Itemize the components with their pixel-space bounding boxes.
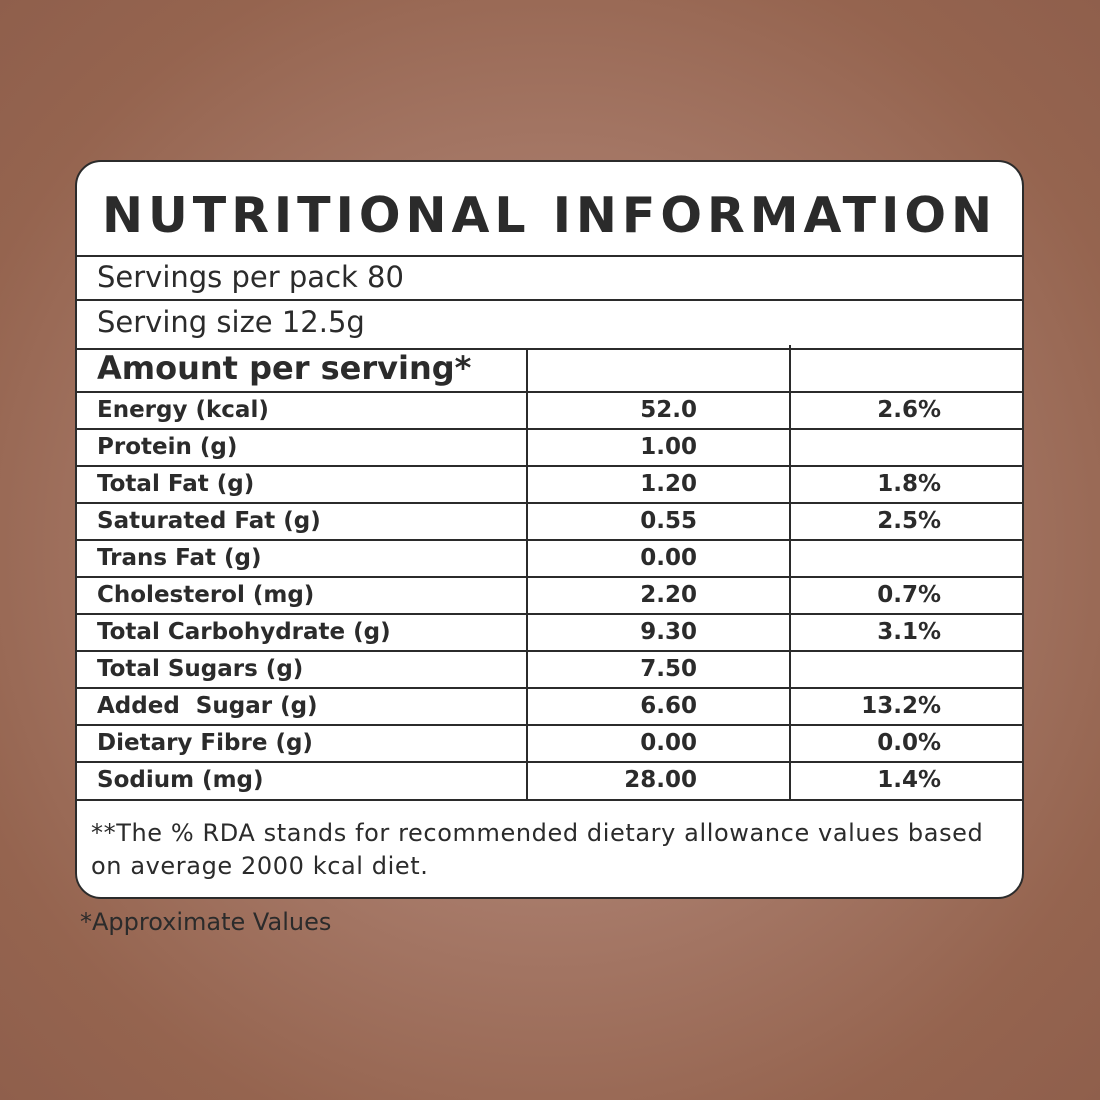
table-row: Total Fat (g) 1.20 1.8% bbox=[77, 466, 1022, 503]
nutrient-name: Cholesterol (mg) bbox=[97, 582, 315, 608]
table-row: Dietary Fibre (g) 0.00 0.0% bbox=[77, 725, 1022, 762]
row-divider bbox=[77, 539, 1022, 541]
row-divider bbox=[77, 724, 1022, 726]
table-row: Saturated Fat (g) 0.55 2.5% bbox=[77, 503, 1022, 540]
nutrient-amount: 2.20 bbox=[640, 582, 697, 608]
column-divider-amount bbox=[526, 349, 528, 800]
nutrient-rda: 3.1% bbox=[877, 619, 941, 645]
table-row: Energy (kcal) 52.0 2.6% bbox=[77, 392, 1022, 429]
nutrient-amount: 0.55 bbox=[640, 508, 697, 534]
row-divider bbox=[77, 465, 1022, 467]
table-row: Total Carbohydrate (g) 9.30 3.1% bbox=[77, 614, 1022, 651]
divider bbox=[77, 391, 1022, 393]
nutrient-amount: 6.60 bbox=[640, 693, 697, 719]
nutrient-rda: 2.6% bbox=[877, 397, 941, 423]
table-row: Total Sugars (g) 7.50 bbox=[77, 651, 1022, 688]
row-divider bbox=[77, 576, 1022, 578]
table-row: Trans Fat (g) 0.00 bbox=[77, 540, 1022, 577]
nutrient-amount: 1.00 bbox=[640, 434, 697, 460]
nutrient-amount: 9.30 bbox=[640, 619, 697, 645]
row-divider bbox=[77, 761, 1022, 763]
divider bbox=[77, 255, 1022, 257]
nutrient-rda: 2.5% bbox=[877, 508, 941, 534]
nutrient-name: Energy (kcal) bbox=[97, 397, 269, 423]
row-divider bbox=[77, 502, 1022, 504]
table-row: Protein (g) 1.00 bbox=[77, 429, 1022, 466]
divider bbox=[77, 299, 1022, 301]
nutrient-amount: 0.00 bbox=[640, 545, 697, 571]
nutrient-amount: 52.0 bbox=[640, 397, 697, 423]
divider bbox=[77, 348, 1022, 350]
row-divider bbox=[77, 613, 1022, 615]
nutrient-rda: 1.4% bbox=[877, 767, 941, 793]
nutrition-panel: NUTRITIONAL INFORMATION Servings per pac… bbox=[75, 160, 1024, 899]
approximate-values-note: *Approximate Values bbox=[80, 908, 332, 936]
nutrient-amount: 28.00 bbox=[624, 767, 697, 793]
table-row: Sodium (mg) 28.00 1.4% bbox=[77, 762, 1022, 799]
table-row: Cholesterol (mg) 2.20 0.7% bbox=[77, 577, 1022, 614]
rda-footnote: **The % RDA stands for recommended dieta… bbox=[91, 819, 984, 880]
nutrient-name: Added Sugar (g) bbox=[97, 693, 318, 719]
nutrient-amount: 0.00 bbox=[640, 730, 697, 756]
nutrient-rda: 13.2% bbox=[861, 693, 941, 719]
nutrient-amount: 1.20 bbox=[640, 471, 697, 497]
nutrient-name: Dietary Fibre (g) bbox=[97, 730, 313, 756]
nutrient-name: Trans Fat (g) bbox=[97, 545, 262, 571]
column-divider-rda bbox=[789, 345, 791, 800]
nutrient-amount: 7.50 bbox=[640, 656, 697, 682]
servings-per-pack: Servings per pack 80 bbox=[97, 260, 404, 294]
nutrient-name: Total Carbohydrate (g) bbox=[97, 619, 391, 645]
nutrient-rda: 1.8% bbox=[877, 471, 941, 497]
row-divider bbox=[77, 428, 1022, 430]
divider bbox=[77, 799, 1022, 801]
panel-title: NUTRITIONAL INFORMATION bbox=[101, 187, 997, 244]
nutrient-name: Protein (g) bbox=[97, 434, 238, 460]
nutrient-rda: 0.7% bbox=[877, 582, 941, 608]
nutrient-rda: 0.0% bbox=[877, 730, 941, 756]
table-row: Added Sugar (g) 6.60 13.2% bbox=[77, 688, 1022, 725]
row-divider bbox=[77, 650, 1022, 652]
row-divider bbox=[77, 687, 1022, 689]
nutrient-name: Total Fat (g) bbox=[97, 471, 255, 497]
nutrient-name: Total Sugars (g) bbox=[97, 656, 304, 682]
nutrient-name: Saturated Fat (g) bbox=[97, 508, 321, 534]
serving-size: Serving size 12.5g bbox=[97, 305, 365, 339]
nutrient-name: Sodium (mg) bbox=[97, 767, 264, 793]
amount-per-serving-header: Amount per serving* bbox=[97, 349, 472, 387]
